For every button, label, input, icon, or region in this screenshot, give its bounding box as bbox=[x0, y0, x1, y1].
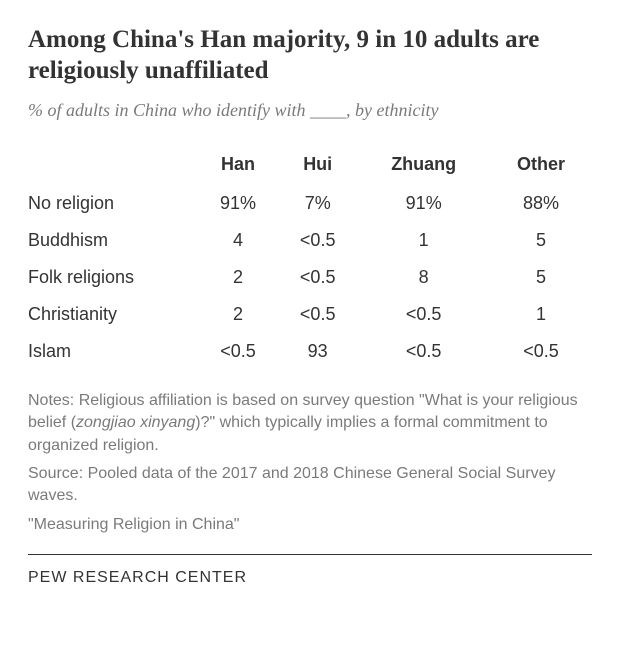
cell: 5 bbox=[490, 222, 592, 259]
cell: 7% bbox=[278, 185, 357, 222]
cell: <0.5 bbox=[278, 296, 357, 333]
col-header-other: Other bbox=[490, 146, 592, 185]
cell: 91% bbox=[198, 185, 278, 222]
table-row: Folk religions 2 <0.5 8 5 bbox=[28, 259, 592, 296]
cell: <0.5 bbox=[490, 333, 592, 370]
table-row: No religion 91% 7% 91% 88% bbox=[28, 185, 592, 222]
cell: 5 bbox=[490, 259, 592, 296]
cell: 2 bbox=[198, 296, 278, 333]
cell: 4 bbox=[198, 222, 278, 259]
cell: <0.5 bbox=[278, 259, 357, 296]
cell: 2 bbox=[198, 259, 278, 296]
cell: <0.5 bbox=[198, 333, 278, 370]
table-header-row: Han Hui Zhuang Other bbox=[28, 146, 592, 185]
cell: 88% bbox=[490, 185, 592, 222]
col-header-zhuang: Zhuang bbox=[357, 146, 490, 185]
divider bbox=[28, 554, 592, 555]
table-row: Buddhism 4 <0.5 1 5 bbox=[28, 222, 592, 259]
col-header-blank bbox=[28, 146, 198, 185]
notes-italic: zongjiao xinyang bbox=[76, 414, 195, 431]
cell: <0.5 bbox=[357, 296, 490, 333]
cell: 8 bbox=[357, 259, 490, 296]
cell: 1 bbox=[490, 296, 592, 333]
row-label: Buddhism bbox=[28, 222, 198, 259]
footer-brand: PEW RESEARCH CENTER bbox=[28, 569, 592, 587]
col-header-hui: Hui bbox=[278, 146, 357, 185]
row-label: No religion bbox=[28, 185, 198, 222]
cell: 91% bbox=[357, 185, 490, 222]
row-label: Folk religions bbox=[28, 259, 198, 296]
data-table: Han Hui Zhuang Other No religion 91% 7% … bbox=[28, 146, 592, 370]
row-label: Christianity bbox=[28, 296, 198, 333]
col-header-han: Han bbox=[198, 146, 278, 185]
page-title: Among China's Han majority, 9 in 10 adul… bbox=[28, 24, 592, 87]
row-label: Islam bbox=[28, 333, 198, 370]
subtitle: % of adults in China who identify with _… bbox=[28, 99, 592, 122]
source-text: Source: Pooled data of the 2017 and 2018… bbox=[28, 463, 592, 508]
cell: <0.5 bbox=[357, 333, 490, 370]
table-row: Christianity 2 <0.5 <0.5 1 bbox=[28, 296, 592, 333]
cell: 93 bbox=[278, 333, 357, 370]
report-text: "Measuring Religion in China" bbox=[28, 514, 592, 536]
table-row: Islam <0.5 93 <0.5 <0.5 bbox=[28, 333, 592, 370]
cell: <0.5 bbox=[278, 222, 357, 259]
cell: 1 bbox=[357, 222, 490, 259]
notes-text: Notes: Religious affiliation is based on… bbox=[28, 390, 592, 457]
